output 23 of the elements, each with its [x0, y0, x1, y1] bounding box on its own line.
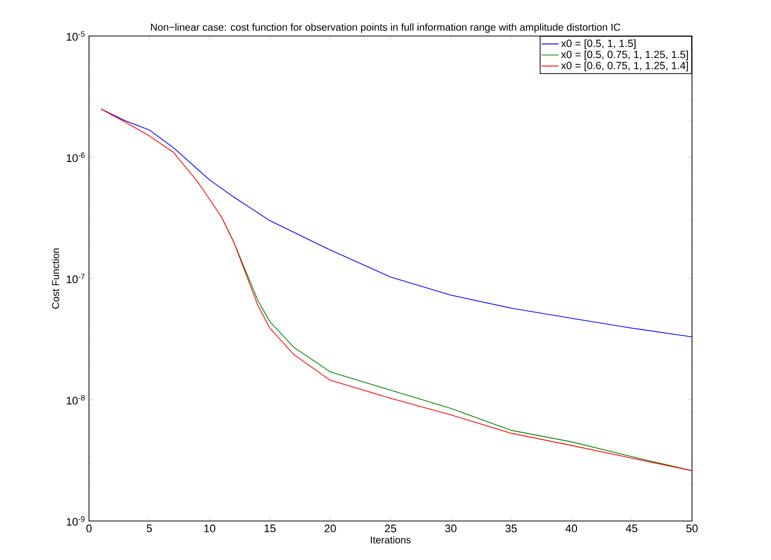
x-tick-label: 40 — [566, 524, 578, 532]
legend-label: x0 = [0.6, 0.75, 1, 1.25, 1.4] — [561, 62, 688, 72]
y-tick-label: 10$^{-5}$ — [66, 31, 85, 41]
line-series — [100, 108, 692, 472]
legend-label: x0 = [0.5, 1, 1.5] — [561, 39, 636, 50]
y-tick-label: 10$^{-8}$ — [66, 395, 85, 404]
x-axis-title: Iterations — [370, 536, 411, 544]
y-tick-label: 10$^{-9}$ — [66, 516, 85, 526]
x-tick-label: 25 — [384, 524, 396, 532]
y-axis-title: Cost Function — [52, 248, 60, 309]
x-tick-label: 15 — [264, 524, 276, 532]
x-tick-label: 35 — [505, 524, 517, 532]
x-tick-label: 50 — [686, 524, 698, 532]
x-tick-label: 45 — [626, 524, 638, 532]
x-tick-label: 0 — [86, 524, 92, 532]
x-tick-label: 20 — [324, 524, 336, 532]
y-tick-label: 10$^{-7}$ — [66, 274, 85, 284]
x-tick-label: 10 — [204, 524, 216, 532]
chart-title: Non−linear case: cost function for observation points in full information range with amplitude distortion IC — [151, 23, 620, 33]
y-tick-label: 10$^{-6}$ — [66, 152, 85, 162]
x-tick-label: 30 — [445, 524, 456, 532]
x-tick-label: 5 — [146, 524, 152, 532]
legend-label: x0 = [0.5, 0.75, 1, 1.25, 1.5] — [561, 50, 688, 60]
